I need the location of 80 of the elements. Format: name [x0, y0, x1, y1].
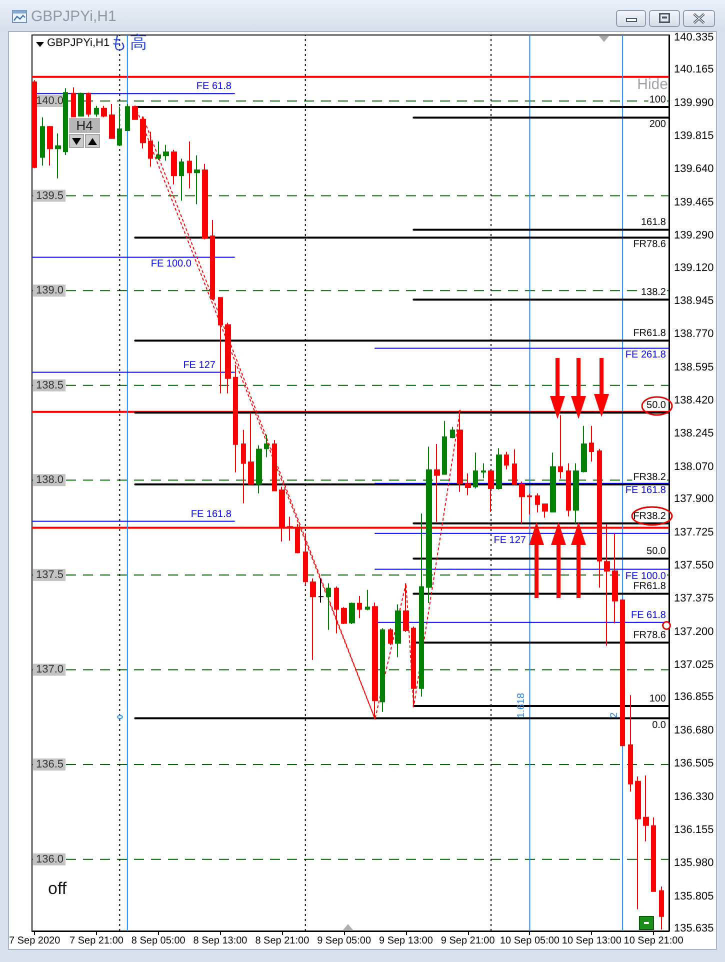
series-label: 200 — [649, 119, 666, 130]
series-label: 0.0 — [652, 720, 666, 731]
y-tick-label: 137.725 — [674, 526, 714, 538]
y-tick-label: 137.025 — [674, 659, 714, 672]
ref-line-label: 137.5 — [36, 568, 64, 581]
x-tick-label: 9 Sep 13:00 — [378, 936, 434, 946]
y-tick-label: 136.680 — [674, 724, 714, 736]
series-label: 100 — [649, 693, 666, 704]
series-label: FE 61.8 — [630, 610, 666, 621]
series-label: FE 161.8 — [190, 508, 232, 520]
x-tick-label: 10 Sep 05:00 — [500, 936, 560, 946]
y-tick-label: 139.815 — [674, 130, 714, 142]
y-tick-label: 139.120 — [674, 262, 714, 274]
y-tick-label: 135.980 — [674, 857, 714, 870]
y-tick-label: 135.805 — [674, 890, 714, 902]
y-tick-label: 138.070 — [674, 460, 714, 473]
y-tick-label: 135.635 — [674, 922, 714, 935]
chart-subtitle: GBPJPYi,H1 — [47, 37, 110, 50]
y-tick-label: 138.245 — [674, 428, 714, 440]
series-label: 50.0 — [646, 546, 666, 558]
ref-line-label: 136.5 — [36, 758, 64, 771]
ref-line-label: 139.5 — [36, 190, 64, 202]
y-tick-label: 139.990 — [674, 96, 714, 109]
y-tick-label: 139.465 — [674, 196, 714, 208]
ref-line-label: 140.0 — [36, 94, 64, 107]
series-label: FR38.2 — [633, 472, 666, 483]
y-tick-label: 138.770 — [674, 328, 714, 340]
annotation: off — [48, 879, 67, 898]
x-tick-label: 8 Sep 05:00 — [131, 936, 186, 946]
y-tick-label: 137.375 — [674, 592, 714, 605]
series-label: 50.0 — [646, 400, 666, 412]
y-tick-label: 137.550 — [674, 559, 714, 572]
x-tick-label: 9 Sep 05:00 — [317, 936, 372, 946]
annotation: 1.618 — [516, 693, 527, 718]
x-tick-label: 7 Sep 2020 — [8, 936, 61, 946]
series-label: FR78.6 — [633, 630, 666, 642]
y-tick-label: 138.595 — [674, 361, 714, 374]
series-label: 138.2 — [640, 287, 666, 298]
x-tick-label: 10 Sep 21:00 — [624, 936, 684, 946]
series-label: FE 61.8 — [196, 81, 232, 92]
series-label: FE 127 — [494, 534, 526, 546]
y-tick-label: 138.420 — [674, 394, 714, 407]
series-label: FE 161.8 — [625, 484, 666, 496]
y-tick-label: 136.855 — [674, 691, 714, 704]
series-label: FR61.8 — [633, 581, 666, 592]
series-label: FE 261.8 — [625, 350, 666, 361]
y-tick-label: 136.330 — [674, 790, 714, 803]
x-tick-label: 7 Sep 21:00 — [70, 936, 124, 946]
x-tick-label: 8 Sep 13:00 — [193, 936, 248, 946]
x-tick-label: 10 Sep 13:00 — [562, 936, 622, 946]
series-label: FR38.2 — [633, 510, 666, 522]
y-tick-label: 137.200 — [674, 626, 714, 638]
y-tick-label: 137.900 — [674, 493, 714, 506]
annotation: 高 — [130, 33, 147, 53]
y-tick-label: 138.945 — [674, 294, 714, 307]
y-tick-label: 136.505 — [674, 758, 714, 770]
x-tick-label: 9 Sep 21:00 — [440, 936, 496, 946]
annotation: 2 — [608, 712, 620, 718]
y-tick-label: 139.640 — [674, 163, 714, 176]
series-label: 100 — [649, 94, 666, 106]
x-tick-label: 8 Sep 21:00 — [255, 936, 310, 946]
annotation: Hide — [637, 76, 668, 93]
series-label: 161.8 — [640, 217, 666, 228]
series-label: FE 100.0 — [625, 570, 666, 582]
annotation: も — [110, 33, 127, 53]
series-label: FR61.8 — [633, 328, 666, 340]
y-tick-label: 140.165 — [674, 64, 714, 76]
ref-line-label: 138.0 — [36, 474, 64, 486]
series-label: FR78.6 — [633, 239, 666, 250]
ref-line-label: 138.5 — [36, 379, 64, 392]
y-tick-label: 140.335 — [674, 31, 714, 44]
ref-line-label: 139.0 — [36, 284, 64, 297]
ref-line-label: 137.0 — [36, 664, 64, 676]
chart-title: GBPJPYi,H1 — [31, 8, 116, 25]
series-label: FE 127 — [183, 360, 216, 371]
timeframe-button: H4 — [69, 118, 100, 133]
ref-line-label: 136.0 — [36, 853, 64, 866]
series-label: FE 100.0 — [150, 258, 192, 270]
y-tick-label: 139.290 — [674, 230, 714, 242]
y-tick-label: 136.155 — [674, 824, 714, 836]
